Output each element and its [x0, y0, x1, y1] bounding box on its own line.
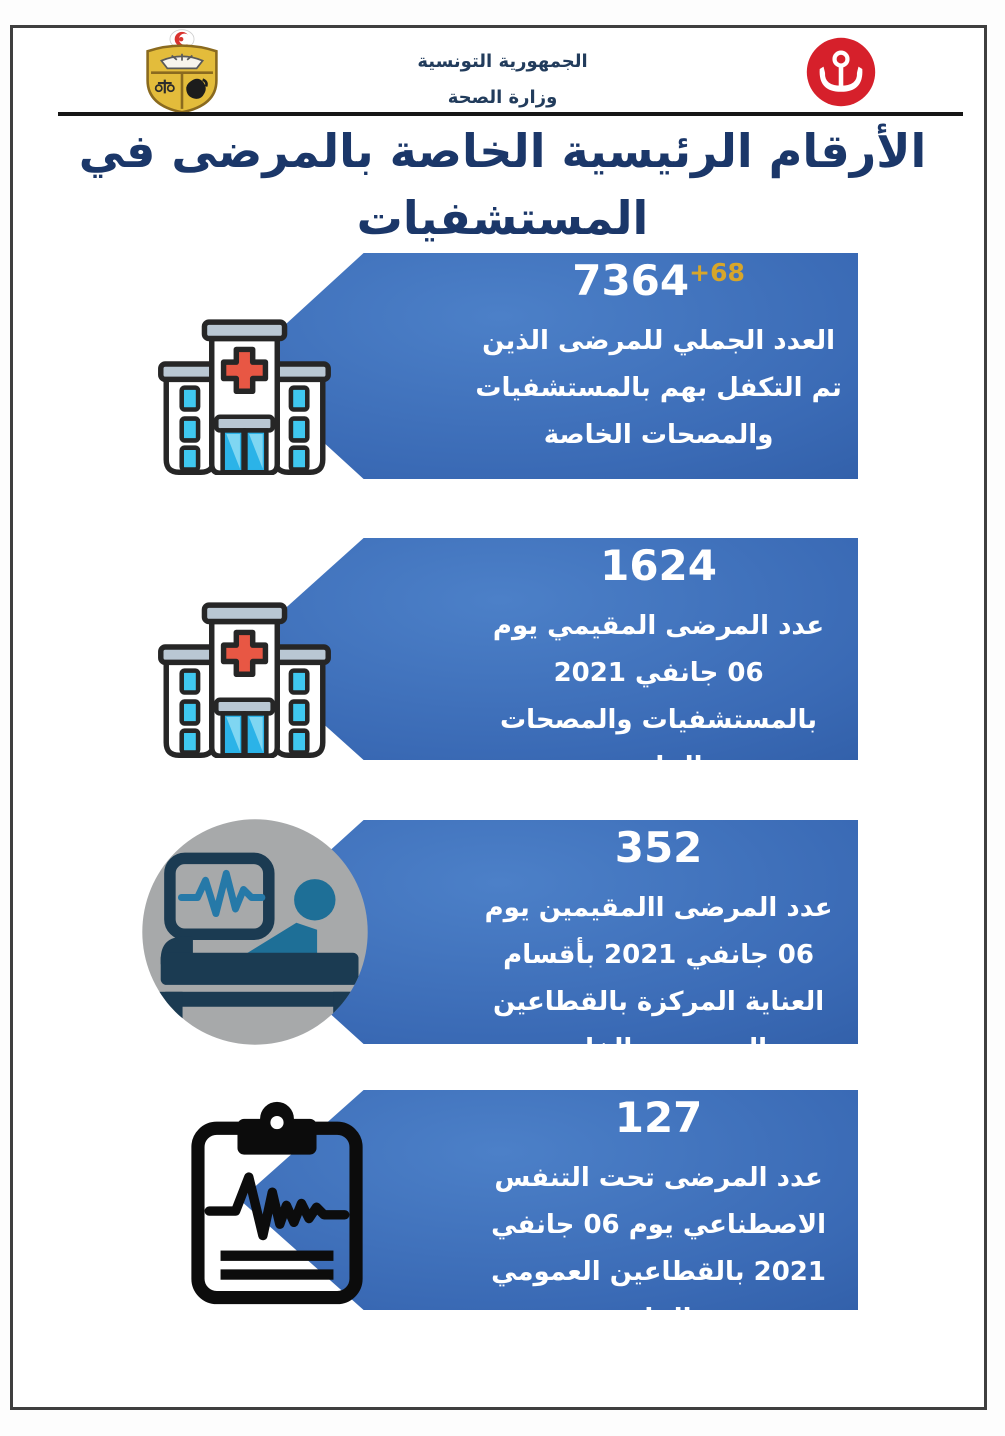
stat-value-row: 352 — [615, 823, 703, 873]
stat-value: 7364 — [572, 256, 690, 305]
stat-value: 127 — [614, 1093, 703, 1142]
stat-card-icu: 352 عدد المرضى االمقيمين يوم 06 جانفي 20… — [0, 819, 1005, 1045]
stat-banner: 1624 عدد المرضى المقيمي يوم 06 جانفي 202… — [240, 538, 858, 760]
republic-title: الجمهورية التونسية — [417, 51, 588, 72]
stat-description: عدد المرضى االمقيمين يوم 06 جانفي 2021 ب… — [484, 893, 833, 1044]
stat-value-row: 1624 — [600, 541, 717, 591]
stat-description: العدد الجملي للمرضى الذين تم التكفل بهم … — [475, 326, 842, 450]
stat-description: عدد المرضى المقيمي يوم 06 جانفي 2021 بال… — [492, 611, 825, 760]
stat-value: 1624 — [600, 541, 718, 590]
stat-value: 352 — [614, 823, 703, 872]
hospital-building-icon — [158, 319, 331, 475]
stat-value-row: 7364+68 — [572, 256, 745, 306]
stat-card-ventilated: 127 عدد المرضى تحت التنفس الاصطناعي يوم … — [0, 1090, 1005, 1310]
header-gov-text: الجمهورية التونسية وزارة الصحة — [0, 44, 1005, 116]
health-ministry-logo-icon — [806, 37, 876, 107]
page-title: الأرقام الرئيسية الخاصة بالمرضى في المست… — [78, 124, 927, 245]
stat-banner: 127 عدد المرضى تحت التنفس الاصطناعي يوم … — [240, 1090, 858, 1310]
stat-banner: 7364+68 العدد الجملي للمرضى الذين تم الت… — [240, 253, 858, 479]
ventilator-clipboard-icon — [191, 1101, 363, 1305]
hospital-building-icon — [158, 602, 331, 758]
tunisia-coat-of-arms-icon — [146, 29, 218, 114]
stat-card-hospitalized: 1624 عدد المرضى المقيمي يوم 06 جانفي 202… — [0, 538, 1005, 760]
icu-bed-icon — [142, 819, 368, 1045]
ministry-title: وزارة الصحة — [447, 87, 558, 108]
stat-value-row: 127 — [615, 1093, 703, 1143]
header-divider — [58, 112, 963, 116]
stat-description: عدد المرضى تحت التنفس الاصطناعي يوم 06 ج… — [491, 1163, 827, 1310]
stat-card-total-patients: 7364+68 العدد الجملي للمرضى الذين تم الت… — [0, 253, 1005, 479]
stat-delta: +68 — [689, 258, 745, 287]
